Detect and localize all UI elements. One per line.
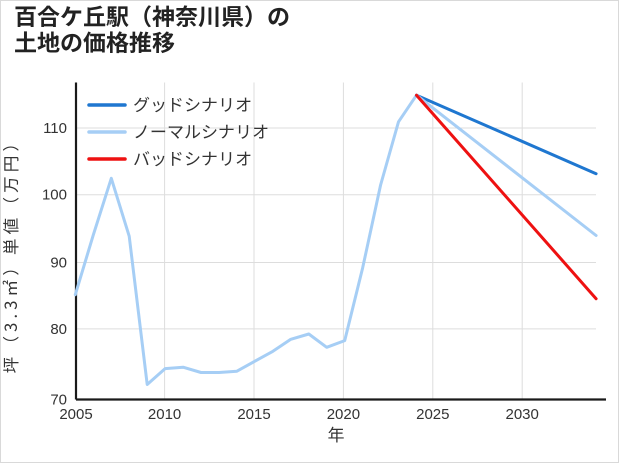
- svg-text:ノーマルシナリオ: ノーマルシナリオ: [133, 118, 269, 143]
- svg-text:2005: 2005: [59, 406, 92, 423]
- svg-text:110: 110: [43, 120, 67, 137]
- svg-text:年: 年: [328, 421, 345, 446]
- svg-text:2025: 2025: [416, 406, 449, 423]
- svg-text:100: 100: [42, 187, 67, 204]
- svg-text:90: 90: [50, 255, 67, 272]
- svg-text:2010: 2010: [148, 406, 181, 423]
- svg-text:バッドシナリオ: バッドシナリオ: [133, 145, 252, 170]
- svg-text:80: 80: [50, 321, 67, 338]
- svg-text:2030: 2030: [506, 406, 539, 423]
- svg-text:グッドシナリオ: グッドシナリオ: [133, 91, 252, 116]
- svg-text:坪（3.3㎡）単値（万円）: 坪（3.3㎡）単値（万円）: [1, 131, 22, 374]
- svg-text:2015: 2015: [237, 406, 270, 423]
